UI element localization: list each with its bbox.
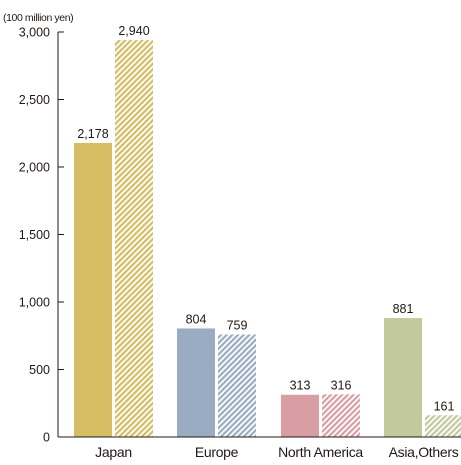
y-tick-label-2500: 2,500 <box>19 93 50 107</box>
y-axis: 0 500 1,000 1,500 2,000 2,500 3,000 <box>19 26 64 445</box>
data-label-asia-others-hatched: 161 <box>434 399 455 413</box>
bars: 2,178 2,940 804 759 313 316 881 161 <box>74 24 461 437</box>
data-label-japan-hatched: 2,940 <box>118 24 149 38</box>
x-category-label-north-america: North America <box>278 444 363 460</box>
x-category-label-europe: Europe <box>195 444 239 460</box>
bar-asia-others-solid <box>384 318 422 437</box>
bar-japan-hatched <box>115 40 153 437</box>
data-label-japan-solid: 2,178 <box>77 127 108 141</box>
y-axis-unit-label: (100 million yen) <box>3 12 73 24</box>
data-label-asia-others-solid: 881 <box>393 302 414 316</box>
data-label-europe-solid: 804 <box>186 312 207 326</box>
bar-japan-solid <box>74 142 112 437</box>
y-tick-label-0: 0 <box>43 431 50 445</box>
bar-group-europe: 804 759 <box>177 312 256 437</box>
x-axis: Japan Europe North America Asia,Others <box>58 436 461 460</box>
bar-group-north-america: 313 316 <box>281 378 360 437</box>
bar-group-asia-others: 881 161 <box>384 302 461 437</box>
bar-north-america-solid <box>281 394 319 437</box>
bar-group-japan: 2,178 2,940 <box>74 24 153 437</box>
y-tick-label-2000: 2,000 <box>19 161 50 175</box>
y-tick-label-1000: 1,000 <box>19 296 50 310</box>
bar-europe-hatched <box>218 334 256 437</box>
bar-europe-solid <box>177 328 215 437</box>
data-label-north-america-hatched: 316 <box>331 378 352 392</box>
y-tick-label-1500: 1,500 <box>19 228 50 242</box>
x-category-label-japan: Japan <box>95 444 132 460</box>
bar-asia-others-hatched <box>425 415 461 437</box>
data-label-north-america-solid: 313 <box>290 379 311 393</box>
bar-north-america-hatched <box>322 394 360 437</box>
x-category-label-asia-others: Asia,Others <box>389 444 459 460</box>
y-tick-label-500: 500 <box>29 363 50 377</box>
data-label-europe-hatched: 759 <box>227 319 248 333</box>
y-tick-label-3000: 3,000 <box>19 26 50 40</box>
